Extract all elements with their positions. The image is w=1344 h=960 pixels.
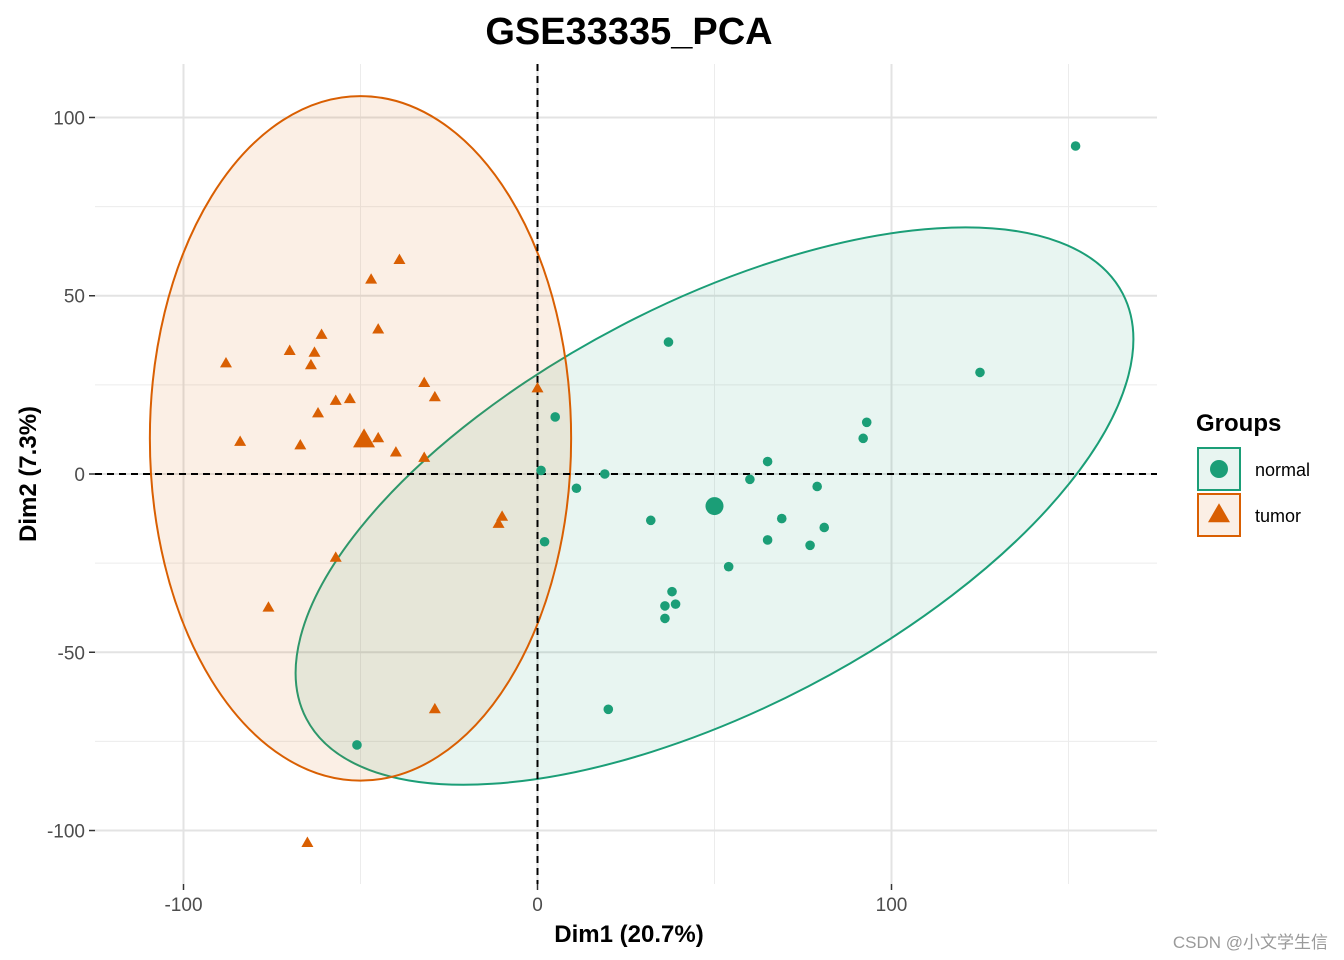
data-point-normal (745, 474, 755, 485)
data-point-normal (819, 522, 830, 533)
data-point-tumor (301, 836, 314, 847)
data-point-normal (645, 515, 656, 526)
data-point-tumor (372, 431, 385, 443)
y-axis-title: Dim2 (7.3%) (15, 406, 42, 542)
data-point-tumor (294, 439, 307, 450)
data-point-tumor (418, 376, 431, 388)
legend-marker-tumor (1208, 503, 1230, 523)
data-point-normal (571, 483, 582, 494)
data-point-tumor (329, 394, 342, 405)
data-point-normal (812, 481, 822, 492)
y-tick-label: -100 (47, 822, 85, 843)
data-point-normal (762, 456, 773, 467)
data-point-normal (539, 536, 550, 547)
data-point-tumor (283, 344, 296, 355)
legend-label-normal: normal (1255, 460, 1310, 480)
data-point-normal (663, 337, 674, 347)
data-point-normal (1070, 141, 1081, 151)
data-point-tumor (389, 446, 402, 457)
data-point-normal (861, 417, 872, 428)
data-points (219, 141, 1081, 847)
x-tick-label: 0 (532, 895, 543, 916)
data-point-tumor (365, 273, 378, 284)
data-point-normal (670, 599, 681, 609)
data-point-tumor (531, 381, 544, 393)
y-tick-label: -50 (58, 643, 85, 664)
data-point-tumor (428, 390, 441, 402)
data-point-normal (975, 367, 985, 378)
data-point-tumor (315, 328, 328, 339)
data-point-normal (776, 513, 787, 524)
y-tick-label: 100 (53, 108, 85, 129)
y-tick-label: 50 (64, 287, 85, 308)
data-point-tumor (372, 323, 385, 334)
data-point-tumor (428, 702, 441, 714)
data-point-tumor (234, 435, 247, 446)
data-point-tumor (329, 551, 342, 562)
x-tick-label: 100 (876, 895, 908, 916)
data-point-normal (550, 412, 560, 422)
data-point-normal (762, 535, 773, 545)
x-axis-title: Dim1 (20.7%) (554, 921, 703, 948)
x-tick-label: -100 (164, 895, 202, 916)
legend-label-tumor: tumor (1255, 506, 1301, 526)
legend: Groups normal tumor (1196, 410, 1310, 537)
data-point-tumor (219, 357, 232, 368)
data-point-tumor (343, 392, 356, 404)
data-point-normal (599, 469, 610, 479)
data-point-normal (805, 540, 815, 551)
data-point-normal (660, 613, 670, 624)
data-point-tumor (308, 346, 321, 357)
chart-title: GSE33335_PCA (485, 11, 772, 53)
legend-title: Groups (1196, 410, 1281, 437)
data-point-tumor (262, 601, 275, 612)
data-point-normal (660, 601, 670, 611)
data-point-normal (667, 586, 677, 597)
data-point-normal (603, 704, 614, 715)
watermark: CSDN @小文学生信 (1173, 933, 1328, 952)
axis-ticks: -100 0 100 -100 -50 0 50 100 (47, 108, 907, 916)
data-point-normal (858, 433, 868, 444)
y-tick-label: 0 (74, 465, 85, 486)
data-point-normal (723, 561, 734, 572)
data-point-tumor (393, 253, 406, 265)
data-point-normal (536, 465, 546, 476)
data-point-tumor (418, 451, 431, 462)
centroid-tumor (353, 428, 376, 448)
legend-item-normal: normal (1197, 447, 1310, 491)
confidence-ellipses (148, 95, 1135, 786)
data-point-normal (352, 740, 362, 750)
reference-lines (95, 64, 1157, 884)
data-point-tumor (496, 510, 509, 521)
centroid-normal (705, 497, 724, 516)
data-point-tumor (492, 517, 505, 528)
data-point-tumor (304, 358, 317, 370)
legend-marker-normal (1210, 460, 1228, 478)
data-point-tumor (312, 406, 325, 418)
legend-item-tumor: tumor (1197, 493, 1301, 537)
